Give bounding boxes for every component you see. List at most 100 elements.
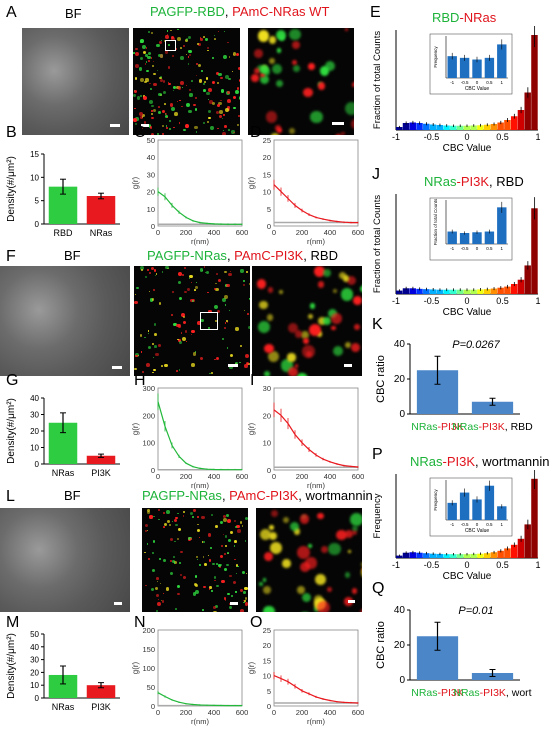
fluorescence-spot [218, 102, 222, 106]
fluorescence-spot [224, 303, 227, 306]
fluorescence-spot [136, 286, 139, 290]
fluorescence-spot [221, 579, 225, 584]
fluorescence-spot [153, 269, 156, 272]
fluorescence-spot [151, 116, 154, 120]
fluorescence-spot [156, 594, 160, 598]
fluorescence-spot [134, 77, 138, 80]
histogram-bar [517, 538, 525, 558]
fluorescence-spot [331, 325, 336, 330]
scale-bar [110, 124, 120, 127]
fluorescence-spot [181, 337, 186, 342]
panel-l-overlay-image [142, 508, 248, 612]
fluorescence-spot [216, 81, 219, 84]
fluorescence-spot [234, 540, 237, 543]
y-tick-label: 10 [30, 173, 39, 182]
fluorescence-spot [177, 85, 182, 90]
fluorescence-spot [227, 129, 230, 132]
fluorescence-spot [196, 515, 200, 518]
fluorescence-spot [194, 288, 197, 291]
histogram-bar [409, 288, 416, 294]
fluorescence-spot [243, 309, 245, 311]
panel-i-line-chart: 0 10 20 30 0 200 400 600 r(nm) g(r) [247, 384, 364, 490]
fluorescence-spot [227, 539, 231, 543]
inset-x-tick-label: -0.5 [461, 246, 469, 251]
fluorescence-spot [211, 514, 213, 516]
fluorescence-spot [242, 590, 246, 594]
fluorescence-spot [220, 555, 224, 559]
fluorescence-spot [308, 323, 322, 337]
x-tick-label: -1 [392, 560, 400, 570]
x-tick-label: -0.5 [424, 132, 440, 142]
fluorescence-spot [233, 545, 236, 547]
y-tick-label: 25 [263, 626, 271, 635]
fluorescence-spot [300, 561, 311, 572]
fluorescence-spot [138, 67, 143, 72]
fluorescence-spot [245, 361, 249, 365]
fluorescence-spot [215, 562, 218, 565]
fluorescence-spot [177, 512, 179, 515]
fluorescence-spot [184, 329, 188, 333]
histogram-bar [490, 288, 498, 294]
fluorescence-spot [225, 75, 230, 79]
fluorescence-spot [199, 37, 202, 39]
plot-frame [273, 139, 359, 227]
fluorescence-spot [350, 119, 354, 130]
fluorescence-spot [192, 352, 197, 356]
x-axis-label: r(nm) [191, 237, 209, 246]
histogram-bar [470, 553, 477, 558]
panel-f-zoom-image [252, 266, 362, 376]
fluorescence-spot [220, 77, 223, 80]
fluorescence-spot [181, 87, 183, 89]
fluorescence-spot [156, 581, 159, 583]
fluorescence-spot [226, 563, 230, 567]
fluorescence-spot [220, 544, 224, 548]
fluorescence-spot [178, 369, 181, 371]
fluorescence-spot [190, 333, 192, 336]
fluorescence-spot [208, 559, 212, 562]
panel-a-overlay-image [133, 28, 240, 135]
histogram-bar [504, 120, 511, 130]
fluorescence-spot [172, 291, 174, 293]
fluorescence-spot [225, 107, 229, 112]
histogram-bar [463, 554, 471, 558]
x-tick-label: 600 [352, 228, 364, 237]
gr-curve [157, 191, 242, 225]
fluorescence-spot [187, 36, 192, 40]
fluorescence-spot [160, 78, 163, 82]
fluorescence-spot [173, 323, 177, 327]
fluorescence-spot [217, 279, 222, 283]
fluorescence-spot [234, 520, 236, 523]
fluorescence-spot [237, 115, 240, 118]
x-tick-label: 400 [208, 472, 221, 481]
histogram-bar [510, 116, 518, 130]
fluorescence-spot [317, 600, 331, 612]
y-tick-label: 5 [267, 687, 271, 696]
fluorescence-spot [157, 508, 161, 511]
fluorescence-spot [214, 525, 218, 529]
fluorescence-spot [223, 114, 225, 116]
fluorescence-spot [166, 30, 169, 32]
y-tick-label: 40 [394, 605, 406, 616]
fluorescence-spot [195, 583, 199, 587]
fluorescence-spot [203, 541, 206, 543]
fluorescence-spot [258, 582, 264, 587]
histogram-bar [443, 554, 450, 558]
fluorescence-spot [179, 573, 182, 576]
fluorescence-spot [200, 70, 203, 73]
fluorescence-spot [198, 563, 201, 566]
y-tick-label: 10 [147, 205, 155, 214]
gr-curve [273, 184, 358, 224]
fluorescence-spot [171, 107, 175, 111]
fluorescence-spot [178, 272, 182, 276]
histogram-bar [416, 123, 423, 130]
fluorescence-spot [207, 49, 209, 52]
fluorescence-spot [351, 343, 361, 353]
y-axis-label: g(r) [247, 661, 256, 674]
inset-x-tick-label: 0.5 [486, 246, 493, 251]
y-axis-label: g(r) [131, 661, 140, 674]
fluorescence-spot [147, 55, 151, 60]
panel-e-label: E [370, 4, 381, 21]
inset-x-tick-label: -0.5 [461, 522, 469, 527]
fluorescence-spot [223, 567, 228, 572]
fluorescence-spot [159, 582, 161, 584]
